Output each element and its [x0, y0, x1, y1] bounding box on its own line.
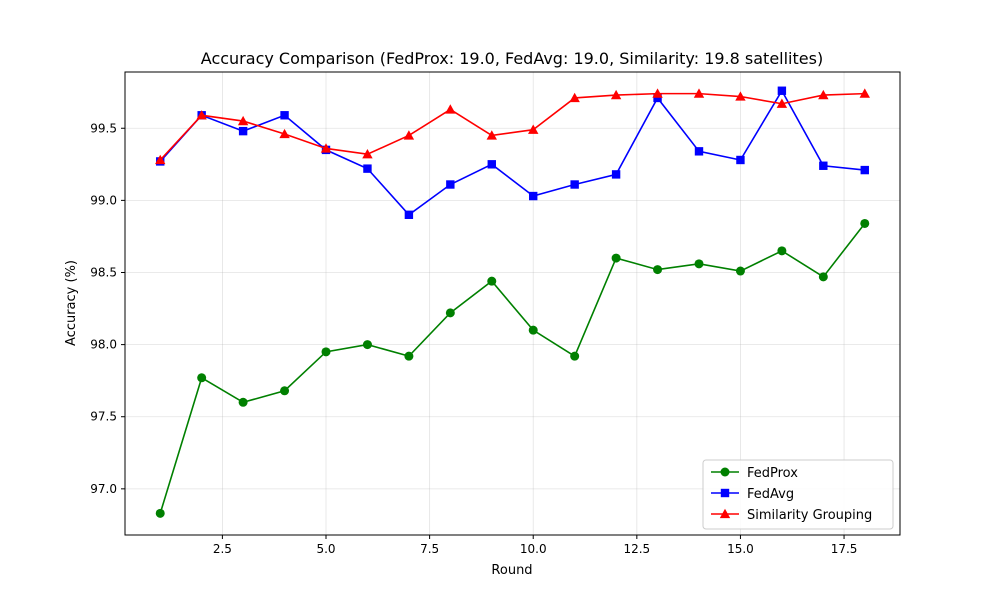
data-point-fedavg: [404, 210, 414, 219]
data-point-fedprox: [445, 308, 455, 318]
data-point-similarity-grouping: [818, 89, 829, 100]
data-point-fedprox: [611, 253, 621, 263]
data-point-fedavg: [819, 161, 828, 170]
plot-frame: [124, 71, 901, 536]
data-point-fedavg: [570, 180, 579, 189]
chart-title: Accuracy Comparison (FedProx: 19.0, FedA…: [201, 49, 823, 68]
data-point-similarity-grouping: [279, 128, 290, 139]
y-tick-label: 99.5: [90, 121, 117, 135]
data-point-fedprox: [321, 347, 331, 357]
data-point-fedavg: [777, 86, 787, 95]
y-axis-label: Accuracy (%): [64, 260, 79, 346]
legend-marker: [720, 488, 730, 498]
data-point-fedprox: [197, 373, 207, 383]
x-tick-label: 10.0: [520, 542, 547, 556]
data-point-fedprox: [238, 397, 248, 407]
x-tick-label: 12.5: [623, 542, 650, 556]
x-tick-label: 17.5: [831, 542, 858, 556]
data-point-similarity-grouping: [445, 104, 456, 114]
y-tick-label: 97.0: [90, 482, 117, 496]
x-tick-label: 2.5: [213, 542, 232, 556]
data-point-fedavg: [363, 164, 372, 173]
x-axis-label: Round: [491, 563, 532, 578]
data-point-similarity-grouping: [403, 130, 415, 140]
data-point-fedavg: [529, 191, 538, 201]
series-line-fedprox: [159, 222, 866, 514]
data-point-similarity-grouping: [196, 110, 207, 120]
x-tick-label: 7.5: [420, 542, 439, 556]
data-point-similarity-grouping: [320, 143, 332, 153]
data-point-fedprox: [155, 508, 165, 518]
data-point-similarity-grouping: [237, 115, 249, 126]
data-point-fedprox: [362, 340, 372, 350]
data-point-fedavg: [694, 147, 704, 156]
data-point-similarity-grouping: [693, 88, 705, 98]
data-point-fedavg: [611, 170, 621, 179]
data-point-fedprox: [528, 325, 538, 335]
series-similarity-grouping: [155, 88, 870, 165]
data-point-similarity-grouping: [652, 88, 663, 98]
data-point-similarity-grouping: [776, 98, 788, 108]
series-fedavg: [156, 86, 869, 219]
data-point-fedavg: [280, 111, 289, 120]
data-point-fedavg: [446, 180, 455, 189]
legend-item-similarity-grouping: Similarity Grouping: [711, 508, 872, 523]
data-point-similarity-grouping: [859, 88, 870, 98]
legend-marker: [719, 508, 731, 519]
data-point-fedavg: [487, 160, 496, 169]
legend-item-fedprox: FedProx: [711, 466, 798, 481]
legend-box: [702, 459, 894, 530]
series-layer: [155, 86, 870, 518]
data-point-fedprox: [860, 218, 870, 228]
data-point-fedprox: [735, 266, 745, 276]
data-point-fedprox: [404, 351, 414, 361]
y-tick-label: 97.5: [90, 410, 117, 424]
data-point-fedprox: [487, 276, 497, 286]
data-point-fedprox: [653, 265, 663, 275]
legend-label: Similarity Grouping: [747, 508, 872, 523]
y-tick-label: 98.5: [90, 265, 117, 279]
data-point-fedavg: [736, 155, 745, 165]
legend-item-fedavg: FedAvg: [711, 487, 794, 502]
y-axis: 97.0 97.5 98.0 98.5 99.0 99.5: [90, 121, 125, 496]
legend-label: FedProx: [747, 466, 798, 481]
legend-marker: [720, 467, 730, 477]
data-point-similarity-grouping: [610, 89, 622, 100]
data-point-fedprox: [777, 246, 787, 256]
data-point-fedprox: [280, 386, 290, 396]
data-point-fedavg: [653, 93, 662, 103]
x-tick-label: 5.0: [316, 542, 335, 556]
grid: [125, 72, 900, 535]
data-point-similarity-grouping: [528, 124, 539, 134]
legend-label: FedAvg: [747, 487, 794, 502]
legend: FedProx FedAvg Similarity Grouping: [702, 459, 894, 530]
data-point-similarity-grouping: [486, 130, 497, 140]
y-tick-label: 99.0: [90, 193, 117, 207]
series-line-similarity-grouping: [159, 92, 865, 161]
data-point-fedavg: [860, 165, 869, 175]
data-point-similarity-grouping: [735, 91, 746, 101]
data-point-fedprox: [818, 272, 828, 282]
data-point-similarity-grouping: [155, 154, 166, 165]
x-tick-label: 15.0: [727, 542, 754, 556]
data-point-fedavg: [238, 126, 248, 136]
data-point-similarity-grouping: [362, 149, 373, 159]
data-point-similarity-grouping: [569, 92, 580, 103]
y-tick-label: 98.0: [90, 338, 117, 352]
series-fedprox: [155, 218, 870, 518]
x-axis: 2.5 5.0 7.5 10.0 12.5 15.0 17.5: [213, 535, 858, 556]
data-point-fedprox: [570, 351, 580, 361]
data-point-fedprox: [694, 259, 704, 269]
series-line-fedavg: [159, 89, 865, 216]
